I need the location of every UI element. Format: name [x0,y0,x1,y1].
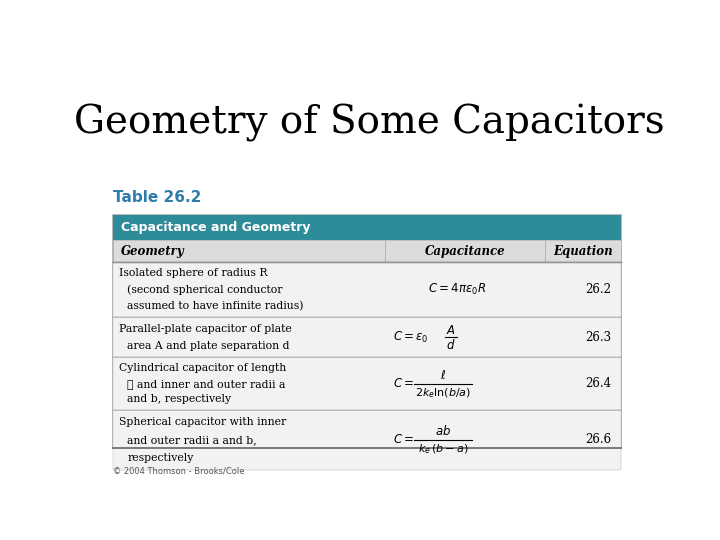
Text: $ab$: $ab$ [435,424,451,438]
Bar [113,410,621,470]
Text: (second spherical conductor: (second spherical conductor [127,285,283,295]
Text: $C =$: $C =$ [392,433,414,446]
Text: assumed to have infinite radius): assumed to have infinite radius) [127,301,304,312]
Bar [113,215,621,448]
Bar [113,262,621,318]
Bar [384,240,545,262]
Text: Isolated sphere of radius R: Isolated sphere of radius R [120,268,268,278]
Text: $k_e\,(b - a)$: $k_e\,(b - a)$ [418,442,468,456]
Text: Capacitance: Capacitance [425,245,505,258]
Text: respectively: respectively [127,453,194,463]
Text: © 2004 Thomson - Brooks/Cole: © 2004 Thomson - Brooks/Cole [113,467,245,476]
Text: $C = \epsilon_0$: $C = \epsilon_0$ [392,330,428,345]
Text: $A$: $A$ [446,324,456,337]
Text: $2k_e \ln(b/a)$: $2k_e \ln(b/a)$ [415,386,471,400]
Text: Equation: Equation [554,245,613,258]
Text: Geometry of Some Capacitors: Geometry of Some Capacitors [73,104,665,141]
Text: 26.3: 26.3 [585,331,611,344]
Text: and outer radii a and b,: and outer radii a and b, [127,435,257,445]
Text: 26.4: 26.4 [585,377,611,390]
Bar [113,240,384,262]
Text: $C = 4\pi\epsilon_0 R$: $C = 4\pi\epsilon_0 R$ [428,282,486,297]
Bar [113,318,621,357]
Text: Spherical capacitor with inner: Spherical capacitor with inner [120,416,287,427]
Text: area A and plate separation d: area A and plate separation d [127,341,289,351]
Text: and b, respectively: and b, respectively [127,394,231,404]
Bar [113,215,621,240]
Text: $\ell$: $\ell$ [440,369,446,382]
Text: ℓ and inner and outer radii a: ℓ and inner and outer radii a [127,379,286,389]
Bar [545,240,621,262]
Text: Parallel-plate capacitor of plate: Parallel-plate capacitor of plate [120,323,292,334]
Text: $C =$: $C =$ [392,377,414,390]
Text: 26.6: 26.6 [585,433,611,446]
Text: Table 26.2: Table 26.2 [113,190,202,205]
Text: $d$: $d$ [446,338,456,352]
Text: Geometry: Geometry [121,245,185,258]
Text: Cylindrical capacitor of length: Cylindrical capacitor of length [120,363,287,373]
Text: 26.2: 26.2 [585,283,611,296]
Text: Capacitance and Geometry: Capacitance and Geometry [121,221,310,234]
Bar [113,357,621,410]
